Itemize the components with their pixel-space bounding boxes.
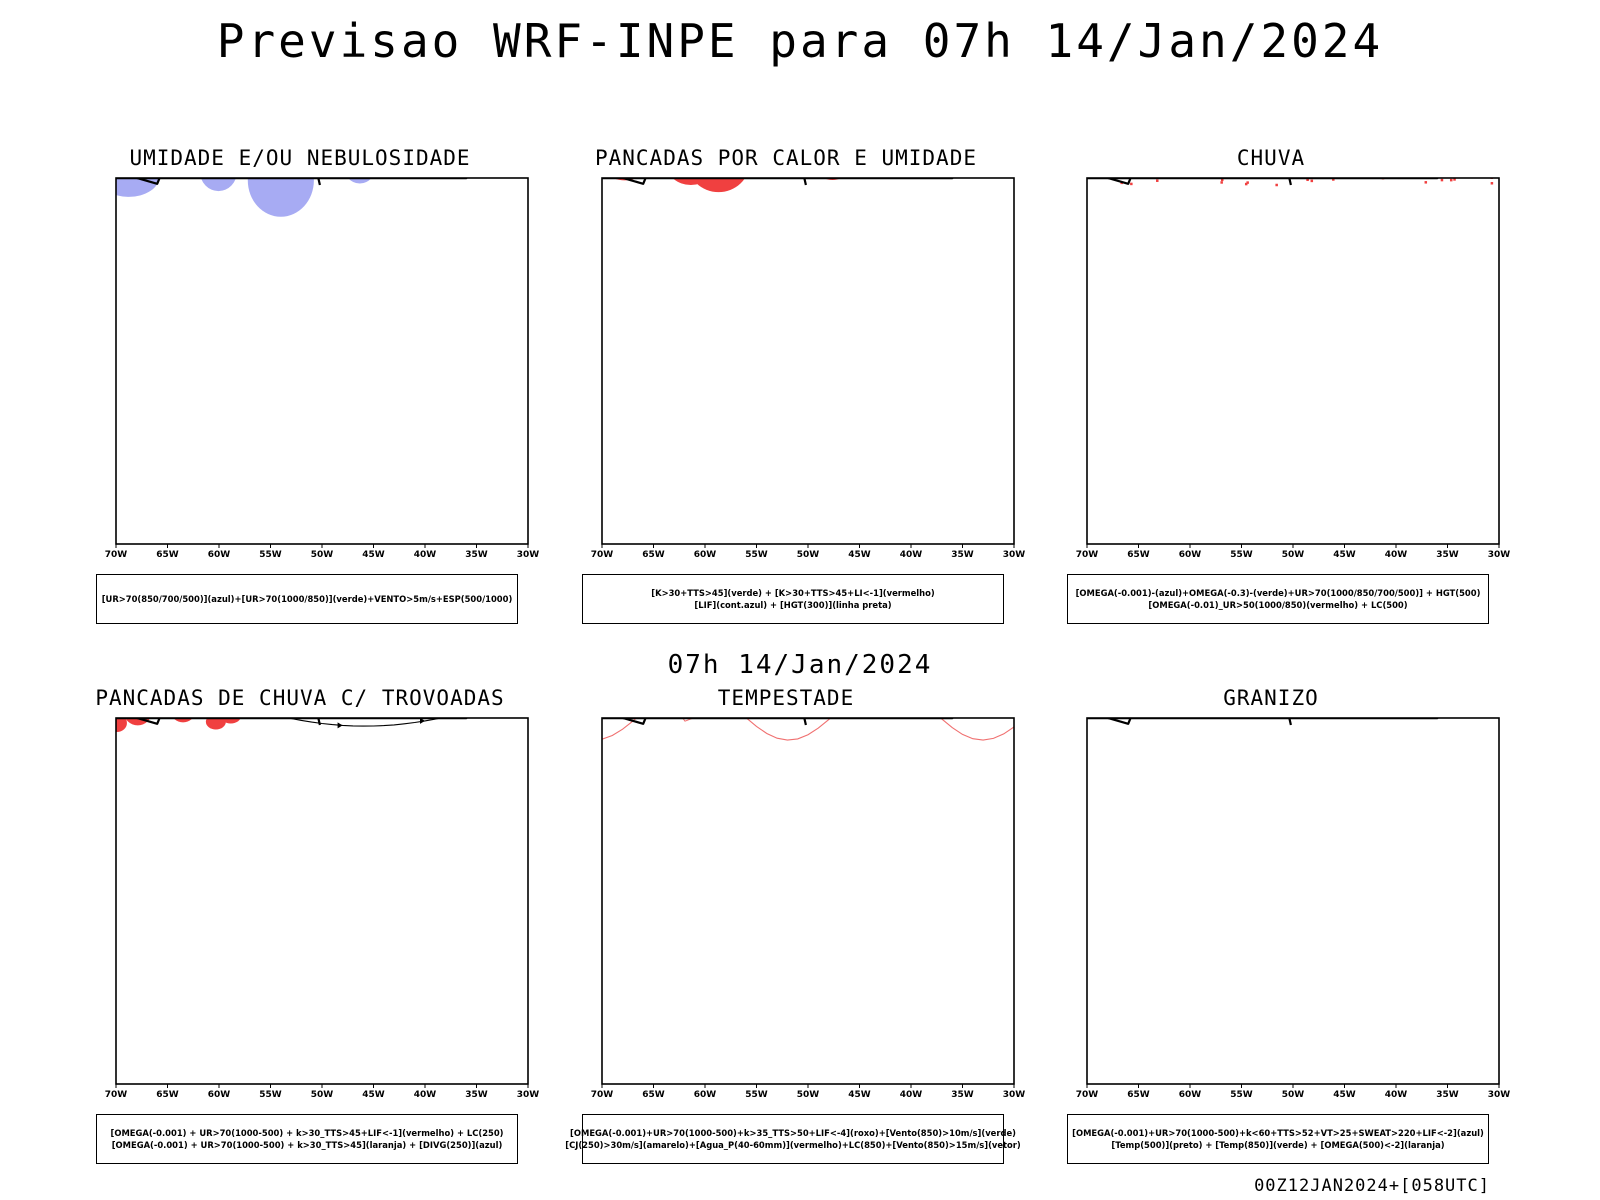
weather-map: 58558257957657357056756456155812S15S18S2…: [1076, 177, 1511, 560]
lon-tick-label: 65W: [1127, 550, 1150, 560]
lon-tick-label: 45W: [1333, 550, 1356, 560]
panel-caption: [UR>70(850/700/500)](azul)+[UR>70(1000/8…: [96, 574, 518, 624]
lon-tick-label: 30W: [517, 1090, 540, 1100]
lon-tick-label: 40W: [900, 550, 923, 560]
caption-line: [OMEGA(-0.001)+UR>70(1000-500)+k>35_TTS>…: [570, 1128, 1016, 1138]
panel-pancadas-calor: PANCADAS POR CALOR E UMIDADE 96009520944…: [566, 146, 1025, 626]
weather-map: -12-12-15-15-12-1212S15S18S21S24S27S30S3…: [1076, 717, 1511, 1100]
caption-line: [OMEGA(-0.001)+UR>70(1000-500)+k<60+TTS>…: [1072, 1128, 1484, 1138]
lon-tick-label: 50W: [1282, 550, 1305, 560]
lon-tick-label: 65W: [156, 1090, 179, 1100]
lon-tick-label: 30W: [1488, 1090, 1511, 1100]
lon-tick-label: 65W: [642, 550, 665, 560]
lon-tick-label: 45W: [848, 1090, 871, 1100]
panel-title: TEMPESTADE: [717, 686, 855, 710]
lon-tick-label: 60W: [208, 1090, 231, 1100]
lon-tick-label: 60W: [1179, 1090, 1202, 1100]
caption-line: [OMEGA(-0.001)-(azul)+OMEGA(-0.3)-(verde…: [1075, 588, 1481, 598]
caption-line: [CJ(250)>30m/s](amarelo)+[Agua_P(40-60mm…: [565, 1140, 1021, 1150]
panel-caption: [OMEGA(-0.001)+UR>70(1000-500)+k>35_TTS>…: [565, 1114, 1021, 1164]
lon-tick-label: 30W: [517, 550, 540, 560]
map-layer: [602, 718, 1014, 1084]
run-timestamp: 00Z12JAN2024+[058UTC]: [1254, 1176, 1490, 1196]
lon-tick-label: 40W: [1385, 550, 1408, 560]
lon-tick-label: 50W: [311, 1090, 334, 1100]
lon-tick-label: 30W: [1003, 1090, 1026, 1100]
lon-tick-label: 45W: [1333, 1090, 1356, 1100]
lon-tick-label: 40W: [900, 1090, 923, 1100]
lon-tick-label: 55W: [259, 1090, 282, 1100]
panel-umidade: UMIDADE E/OU NEBULOSIDADE 10121016101610…: [80, 146, 539, 626]
lon-tick-label: 40W: [414, 1090, 437, 1100]
lon-tick-label: 70W: [1076, 550, 1099, 560]
lon-tick-label: 50W: [797, 1090, 820, 1100]
lon-tick-label: 50W: [311, 550, 334, 560]
forecast-time-title: 07h 14/Jan/2024: [667, 650, 933, 680]
lon-tick-label: 70W: [1076, 1090, 1099, 1100]
lon-tick-label: 55W: [1230, 1090, 1253, 1100]
lon-tick-label: 55W: [1230, 550, 1253, 560]
lon-tick-label: 35W: [465, 1090, 488, 1100]
lon-tick-label: 65W: [1127, 1090, 1150, 1100]
panel-title: UMIDADE E/OU NEBULOSIDADE: [129, 146, 471, 170]
caption-line: [OMEGA(-0.01)_UR>50(1000/850)(vermelho) …: [1148, 600, 1408, 610]
weather-map: 9600952094409360928092009600952094409360…: [591, 177, 1026, 560]
lon-tick-label: 50W: [797, 550, 820, 560]
lon-tick-label: 35W: [951, 1090, 974, 1100]
map-layer: 9600952094409360928092009600952094409360…: [602, 178, 1014, 544]
lon-tick-label: 60W: [208, 550, 231, 560]
caption-line: [LIF](cont.azul) + [HGT(300)](linha pret…: [694, 600, 892, 610]
lon-tick-label: 30W: [1003, 550, 1026, 560]
panel-title: CHUVA: [1236, 146, 1306, 170]
lon-tick-label: 55W: [745, 1090, 768, 1100]
map-layer: [116, 718, 528, 1084]
panel-caption: [OMEGA(-0.001)+UR>70(1000-500)+k<60+TTS>…: [1067, 1114, 1489, 1164]
lon-tick-label: 45W: [362, 1090, 385, 1100]
caption-line: [Temp(500)](preto) + [Temp(850)](verde) …: [1111, 1140, 1445, 1150]
panel-title: PANCADAS POR CALOR E UMIDADE: [594, 146, 977, 170]
lon-tick-label: 70W: [591, 550, 614, 560]
panel-chuva: CHUVA 58558257957657357056756456155812S1…: [1051, 146, 1510, 626]
panel-granizo: GRANIZO -12-12-15-15-12-1212S15S18S21S24…: [1051, 686, 1510, 1166]
caption-line: [K>30+TTS>45](verde) + [K>30+TTS>45+LI<-…: [651, 588, 935, 598]
lon-tick-label: 60W: [694, 1090, 717, 1100]
lon-tick-label: 40W: [1385, 1090, 1408, 1100]
caption-line: [OMEGA(-0.001) + UR>70(1000-500) + k>30_…: [110, 1128, 504, 1138]
panel-caption: [OMEGA(-0.001) + UR>70(1000-500) + k>30_…: [96, 1114, 518, 1164]
lon-tick-label: 40W: [414, 550, 437, 560]
lon-tick-label: 70W: [105, 1090, 128, 1100]
lon-tick-label: 65W: [642, 1090, 665, 1100]
lon-tick-label: 35W: [1436, 1090, 1459, 1100]
panel-trovoadas: PANCADAS DE CHUVA C/ TROVOADAS 12S15S18S…: [80, 686, 539, 1166]
lon-tick-label: 65W: [156, 550, 179, 560]
lon-tick-label: 70W: [591, 1090, 614, 1100]
lon-tick-label: 35W: [1436, 550, 1459, 560]
caption-line: [OMEGA(-0.001) + UR>70(1000-500) + k>30_…: [111, 1140, 503, 1150]
map-layer: 1012101610161020100810121016101610201012…: [116, 178, 528, 544]
weather-map: 12S15S18S21S24S27S30S33S36S39S42S70W65W6…: [591, 717, 1026, 1100]
panel-title: GRANIZO: [1223, 686, 1319, 710]
lon-tick-label: 55W: [745, 550, 768, 560]
lon-tick-label: 45W: [848, 550, 871, 560]
lon-tick-label: 30W: [1488, 550, 1511, 560]
main-title: Previsao WRF-INPE para 07h 14/Jan/2024: [216, 14, 1384, 68]
weather-map: 1012101610161020100810121016101610201012…: [105, 177, 540, 560]
map-layer: 585582579576573570567564561558: [1087, 178, 1499, 544]
lon-tick-label: 45W: [362, 550, 385, 560]
lon-tick-label: 55W: [259, 550, 282, 560]
weather-map: 12S15S18S21S24S27S30S33S36S39S42S70W65W6…: [105, 717, 540, 1100]
panel-title: PANCADAS DE CHUVA C/ TROVOADAS: [95, 686, 505, 710]
lon-tick-label: 60W: [694, 550, 717, 560]
lon-tick-label: 70W: [105, 550, 128, 560]
lon-tick-label: 60W: [1179, 550, 1202, 560]
lon-tick-label: 50W: [1282, 1090, 1305, 1100]
caption-line: [UR>70(850/700/500)](azul)+[UR>70(1000/8…: [101, 594, 513, 604]
panel-caption: [OMEGA(-0.001)-(azul)+OMEGA(-0.3)-(verde…: [1067, 574, 1489, 624]
map-layer: -12-12-15-15-12-12: [1087, 718, 1499, 1084]
lon-tick-label: 35W: [951, 550, 974, 560]
panel-caption: [K>30+TTS>45](verde) + [K>30+TTS>45+LI<-…: [582, 574, 1004, 624]
panel-tempestade: TEMPESTADE 12S15S18S21S24S27S30S33S36S39…: [565, 686, 1025, 1166]
lon-tick-label: 35W: [465, 550, 488, 560]
